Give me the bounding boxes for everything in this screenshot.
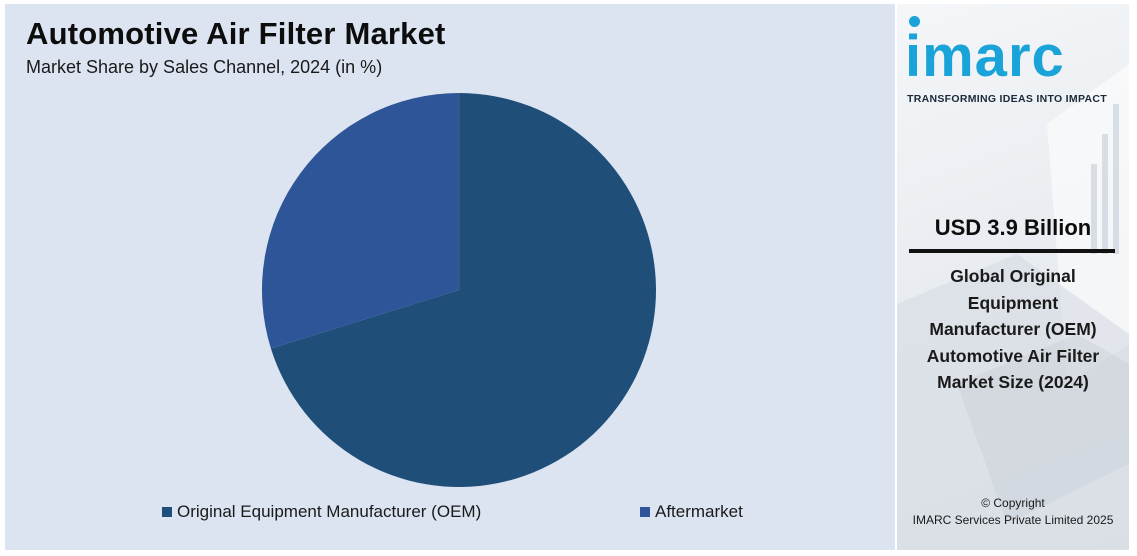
legend-item-aftermarket: Aftermarket (640, 502, 743, 522)
legend-label-oem: Original Equipment Manufacturer (OEM) (177, 502, 482, 521)
legend-swatch-aftermarket (640, 507, 650, 517)
pie-slice-aftermarket (262, 93, 459, 349)
stat-caption: Global Original Equipment Manufacturer (… (926, 266, 1100, 392)
legend-item-oem: Original Equipment Manufacturer (OEM) (162, 502, 481, 522)
copyright-owner: IMARC Services Private Limited 2025 (912, 513, 1114, 527)
pie-chart (262, 93, 657, 487)
pie-slice-oem (270, 93, 657, 487)
side-panel: imarc TRANSFORMING IDEAS INTO IMPACT USD… (897, 4, 1129, 550)
chart-title: Automotive Air Filter Market (26, 16, 446, 51)
chart-panel: Automotive Air Filter Market Market Shar… (5, 4, 895, 550)
chart-subtitle: Market Share by Sales Channel, 2024 (in … (26, 57, 383, 77)
logo-dot-icon (909, 16, 920, 27)
background-bar-graphic (897, 64, 1129, 550)
stat-divider (909, 249, 1115, 253)
brand-tagline: TRANSFORMING IDEAS INTO IMPACT (907, 93, 1107, 105)
legend-label-aftermarket: Aftermarket (655, 502, 743, 521)
brand-logo: imarc (905, 24, 1065, 89)
legend-swatch-oem (162, 507, 172, 517)
stat-value: USD 3.9 Billion (934, 215, 1092, 240)
copyright-notice: © Copyright (981, 496, 1045, 510)
